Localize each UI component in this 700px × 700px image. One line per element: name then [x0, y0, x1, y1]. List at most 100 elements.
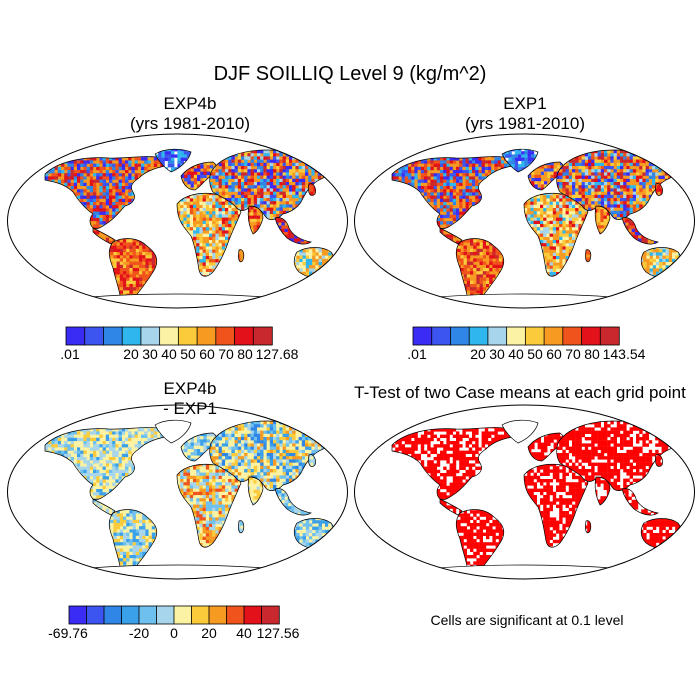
map-land-layer	[44, 419, 343, 579]
continent-antarctica	[391, 293, 659, 308]
map-frame	[354, 404, 695, 580]
cb2-swatch-0	[68, 605, 88, 625]
continent-madagascar	[585, 520, 592, 534]
cb2-tick-0: 0	[170, 625, 178, 641]
cb0-swatch-8	[215, 326, 236, 346]
cb1-swatch-4	[487, 326, 508, 346]
panel-title-ttest: T-Test of two Case means at each grid po…	[340, 383, 700, 403]
cb2-swatch-9	[226, 605, 245, 625]
cb1-tick-30: 30	[489, 346, 505, 362]
continent-australia	[640, 518, 683, 550]
cb2-swatch-11	[261, 605, 280, 625]
panel-title-diff-line2: - EXP1	[163, 399, 217, 418]
panel-title-exp1-line2: (yrs 1981-2010)	[464, 114, 585, 133]
continent-madagascar	[238, 249, 245, 263]
cb0-tick-60: 60	[199, 346, 215, 362]
map-land-layer	[44, 148, 343, 308]
continent-seAsia	[621, 217, 659, 245]
continent-northAmerica	[44, 156, 166, 229]
continent-centralAmerica	[92, 227, 116, 245]
panel-title-exp1-line1: EXP1	[503, 94, 547, 113]
cb1-swatch-8	[562, 326, 583, 346]
cb2-tick-max: 127.56	[256, 625, 300, 641]
cb2-swatch-6	[173, 605, 193, 625]
figure-title: DJF SOILLIQ Level 9 (kg/m^2)	[213, 63, 487, 85]
cb2-swatch-5	[156, 605, 175, 625]
panel-title-diff-line1: EXP4b	[163, 379, 217, 398]
map-frame	[354, 133, 695, 309]
cb0-swatch-5	[159, 326, 180, 346]
panel-title-diff: EXP4b - EXP1	[25, 379, 355, 419]
cb2-swatch-2	[103, 605, 123, 625]
cb1-tick-70: 70	[565, 346, 581, 362]
cb1-tick-40: 40	[508, 346, 524, 362]
cb0-swatch-6	[177, 326, 198, 346]
cb0-swatch-7	[196, 326, 217, 346]
significance-note: Cells are significant at 0.1 level	[430, 612, 624, 628]
continent-northAmerica	[391, 156, 513, 229]
cb0-tick-30: 30	[142, 346, 158, 362]
continent-seAsia	[621, 488, 659, 516]
cb0-tick-20: 20	[123, 346, 139, 362]
continent-australia	[293, 247, 336, 279]
map-exp4b	[7, 133, 348, 309]
cb1-swatch-5	[506, 326, 527, 346]
cb0-swatch-4	[140, 326, 161, 346]
cb1-tick-60: 60	[546, 346, 562, 362]
continent-centralAmerica	[92, 498, 116, 516]
cb0-swatch-1	[84, 326, 105, 346]
cb0-swatch-0	[65, 326, 86, 346]
cb2-tick-40: 40	[236, 625, 252, 641]
map-difference	[7, 404, 348, 580]
continent-centralAmerica	[439, 498, 463, 516]
cb0-swatch-10	[252, 326, 273, 346]
map-frame	[7, 133, 348, 309]
cb0-tick-max: 127.68	[255, 346, 299, 362]
panel-title-exp4b-line2: (yrs 1981-2010)	[129, 114, 250, 133]
cb1-swatch-3	[468, 326, 489, 346]
cb1-swatch-7	[543, 326, 564, 346]
cb2-swatch-8	[208, 605, 228, 625]
cb2-tick-neg20: -20	[128, 625, 150, 641]
continent-australia	[293, 518, 336, 550]
panel-title-exp1: EXP1 (yrs 1981-2010)	[360, 94, 690, 134]
continent-madagascar	[585, 249, 592, 263]
continent-australia	[640, 247, 683, 279]
cb2-tick-20: 20	[201, 625, 217, 641]
cb2-swatch-1	[86, 605, 105, 625]
colorbar-exp1	[412, 326, 620, 346]
cb1-tick-max: 143.54	[602, 346, 646, 362]
cb1-swatch-0	[412, 326, 433, 346]
continent-nz	[337, 277, 343, 287]
continent-india	[247, 205, 264, 235]
cb0-tick-min: .01	[60, 346, 80, 362]
cb1-tick-min: .01	[407, 346, 427, 362]
panel-title-exp4b-line1: EXP4b	[163, 94, 217, 113]
cb1-swatch-1	[431, 326, 452, 346]
cb2-swatch-7	[191, 605, 210, 625]
cb1-swatch-2	[450, 326, 470, 346]
colorbar-difference	[68, 605, 280, 625]
map-land-layer	[391, 148, 690, 308]
continent-northAmerica	[44, 427, 166, 500]
cb1-tick-20: 20	[470, 346, 486, 362]
cb2-swatch-4	[138, 605, 158, 625]
map-ttest	[354, 404, 695, 580]
panel-title-ttest-line1: T-Test of two Case means at each grid po…	[354, 383, 686, 402]
cb1-swatch-6	[524, 326, 545, 346]
map-land-layer	[391, 419, 690, 579]
map-exp1	[354, 133, 695, 309]
cb2-swatch-10	[243, 605, 263, 625]
cb0-swatch-9	[234, 326, 254, 346]
cb1-tick-80: 80	[584, 346, 600, 362]
continent-centralAmerica	[439, 227, 463, 245]
panel-title-exp4b: EXP4b (yrs 1981-2010)	[25, 94, 355, 134]
cb0-tick-50: 50	[180, 346, 196, 362]
cb0-swatch-2	[103, 326, 123, 346]
cb0-swatch-3	[121, 326, 142, 346]
cb2-tick-min: -69.76	[48, 625, 88, 641]
continent-japan	[308, 183, 316, 196]
map-frame	[7, 404, 348, 580]
continent-seAsia	[274, 488, 312, 516]
cb1-tick-50: 50	[527, 346, 543, 362]
